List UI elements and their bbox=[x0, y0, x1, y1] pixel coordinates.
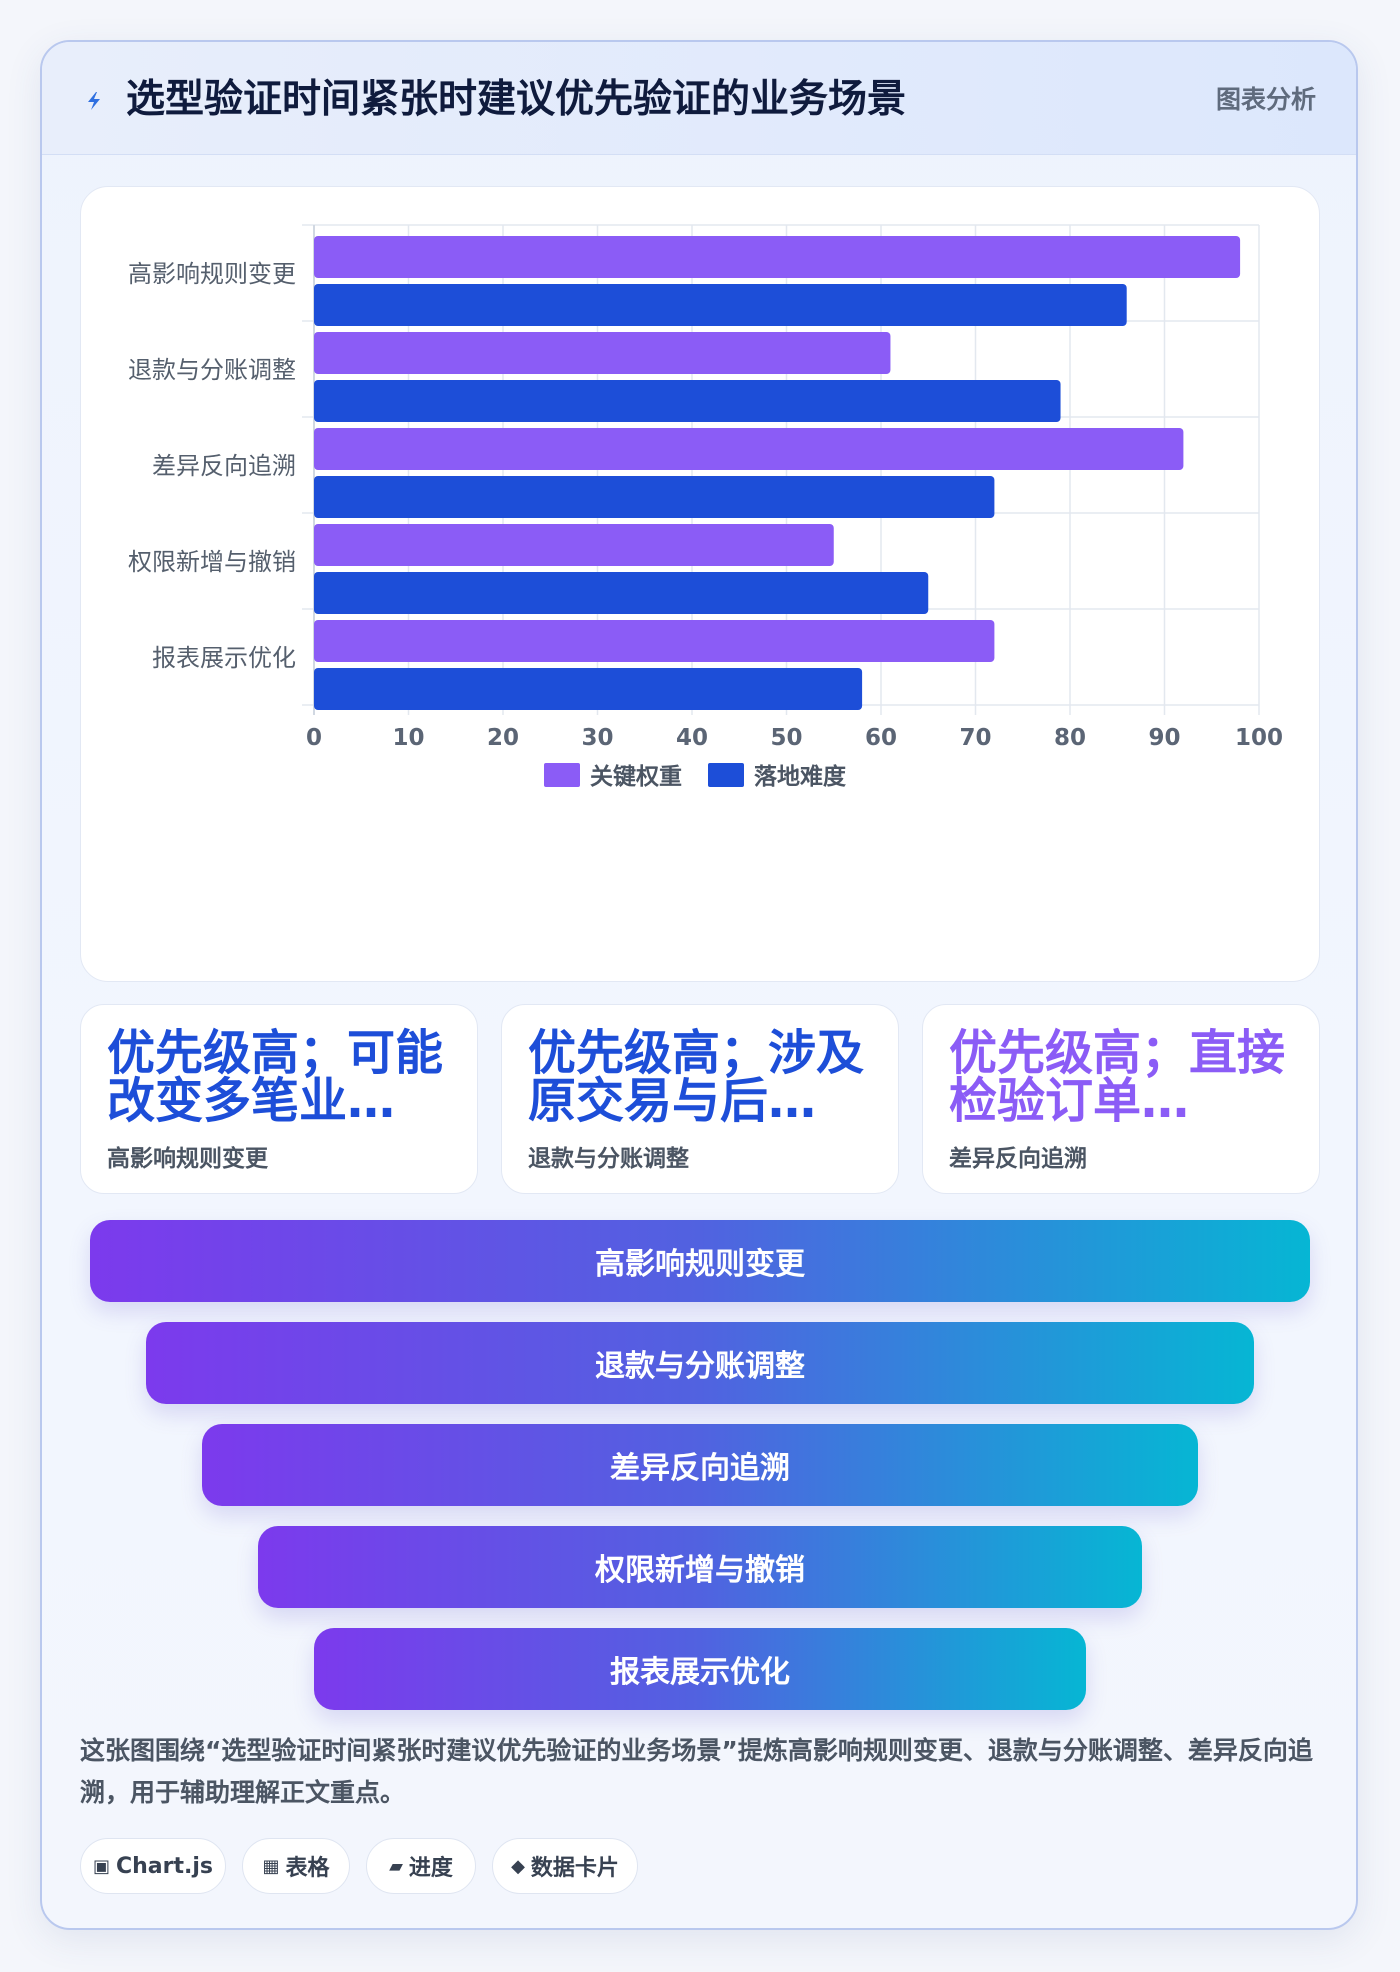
card-value: 优先级高；直接检验订单… bbox=[949, 1025, 1286, 1129]
header-tag: 图表分析 bbox=[1215, 85, 1316, 114]
funnel-stage: 报表展示优化 bbox=[314, 1628, 1086, 1710]
tick-label: 30 bbox=[581, 725, 613, 751]
chip-label: Chart.js bbox=[116, 1853, 214, 1879]
tick-label: 60 bbox=[865, 725, 897, 751]
card-value: 优先级高；可能改变多笔业… bbox=[107, 1025, 444, 1129]
bar bbox=[314, 284, 1127, 326]
chart-description: 这张图围绕“选型验证时间紧张时建议优先验证的业务场景”提炼高影响规则变更、退款与… bbox=[80, 1736, 1313, 1807]
bar bbox=[314, 332, 891, 374]
chip-label: 表格 bbox=[285, 1856, 330, 1881]
chart-card: 选型验证时间紧张时建议优先验证的业务场景 图表分析 高影响规则变更 退款与分账调整… bbox=[40, 40, 1358, 1930]
bar bbox=[314, 668, 863, 710]
tick-label: 10 bbox=[392, 725, 424, 751]
category-label: 差异反向追溯 bbox=[152, 452, 296, 480]
chip-chartjs[interactable]: ▣ Chart.js bbox=[80, 1838, 226, 1894]
bar bbox=[314, 428, 1184, 470]
tick-label: 20 bbox=[487, 725, 519, 751]
bar bbox=[314, 236, 1241, 278]
chart-icon: ▣ bbox=[92, 1855, 110, 1877]
category-label: 权限新增与撤销 bbox=[128, 548, 296, 576]
card-value: 优先级高；涉及原交易与后… bbox=[528, 1025, 865, 1129]
chip-progress[interactable]: ▰ 进度 bbox=[366, 1838, 476, 1894]
chip-data-card[interactable]: ◆ 数据卡片 bbox=[492, 1838, 638, 1894]
funnel-stage: 高影响规则变更 bbox=[90, 1220, 1310, 1302]
category-label: 报表展示优化 bbox=[152, 644, 296, 672]
tick-label: 70 bbox=[959, 725, 991, 751]
chip-table[interactable]: ▦ 表格 bbox=[242, 1838, 350, 1894]
tick-label: 80 bbox=[1054, 725, 1086, 751]
tick-label: 40 bbox=[676, 725, 708, 751]
tick-label: 100 bbox=[1235, 725, 1283, 751]
chart-panel: 高影响规则变更 退款与分账调整差异反向追溯权限新增与撤销报表展示优化 0 10 20 30… bbox=[80, 186, 1320, 982]
progress-icon: ▰ bbox=[389, 1855, 403, 1877]
lightning-icon bbox=[88, 92, 100, 110]
bar bbox=[314, 620, 995, 662]
tick-label: 90 bbox=[1148, 725, 1180, 751]
funnel-stage: 差异反向追溯 bbox=[202, 1424, 1198, 1506]
chip-label: 进度 bbox=[408, 1856, 453, 1881]
tick-label: 50 bbox=[770, 725, 802, 751]
bar bbox=[314, 572, 929, 614]
funnel-stage: 权限新增与撤销 bbox=[258, 1526, 1142, 1608]
category-label: 高影响规则变更 bbox=[128, 260, 296, 288]
diamond-icon: ◆ bbox=[511, 1855, 525, 1877]
legend-label: 落地难度 bbox=[754, 763, 847, 790]
card-header: 选型验证时间紧张时建议优先验证的业务场景 图表分析 bbox=[42, 42, 1356, 155]
card-label: 差异反向追溯 bbox=[949, 1146, 1087, 1172]
bar bbox=[314, 476, 995, 518]
legend-label: 关键权重 bbox=[590, 763, 682, 790]
summary-card: 优先级高；直接检验订单… 差异反向追溯 bbox=[922, 1004, 1320, 1194]
card-label: 退款与分账调整 bbox=[528, 1146, 689, 1172]
table-icon: ▦ bbox=[262, 1855, 280, 1877]
bar bbox=[314, 380, 1061, 422]
page-title: 选型验证时间紧张时建议优先验证的业务场景 bbox=[126, 77, 907, 122]
summary-card: 优先级高；涉及原交易与后… 退款与分账调整 bbox=[501, 1004, 899, 1194]
funnel-stage: 退款与分账调整 bbox=[146, 1322, 1254, 1404]
chip-label: 数据卡片 bbox=[530, 1856, 619, 1881]
card-label: 高影响规则变更 bbox=[107, 1146, 268, 1172]
summary-card: 优先级高；可能改变多笔业… 高影响规则变更 bbox=[80, 1004, 478, 1194]
legend-swatch bbox=[708, 763, 744, 787]
legend-swatch bbox=[544, 763, 580, 787]
bar bbox=[314, 524, 834, 566]
summary-cards: 优先级高；可能改变多笔业… 高影响规则变更 优先级高；涉及原交易与后… 退款与分… bbox=[80, 1004, 1320, 1194]
tick-label: 0 bbox=[306, 725, 322, 751]
funnel: 高影响规则变更 退款与分账调整 差异反向追溯 权限新增与撤销 报表展示优化 bbox=[42, 42, 1356, 1928]
category-label: 退款与分账调整 bbox=[128, 356, 296, 384]
